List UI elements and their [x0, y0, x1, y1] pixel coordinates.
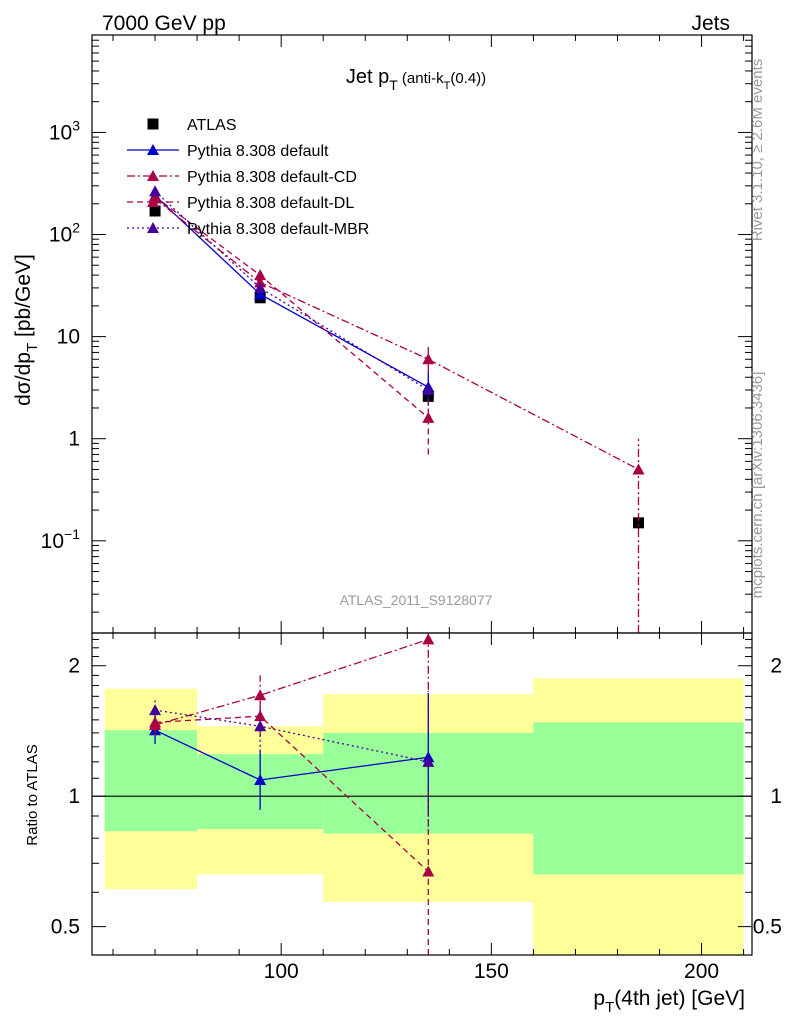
- rivet-label: Rivet 3.1.10, ≥ 2.6M events: [749, 59, 766, 242]
- header-right: Jets: [691, 12, 730, 35]
- ratio-point: [422, 633, 435, 645]
- legend-item-cd: Pythia 8.308 default-CD: [127, 169, 357, 186]
- main-axis-ticks: 10−1 1 10 102 103: [41, 34, 752, 633]
- y-tick-label-right: 2: [770, 655, 782, 678]
- ratio-axis-ticks: 100 150 200 0.5 0.5 1 1 2 2: [51, 633, 782, 983]
- y-tick-label: 1: [68, 428, 80, 451]
- legend-label: ATLAS: [187, 117, 237, 134]
- mcplots-label: mcplots.cern.ch [arXiv:1306.3436]: [749, 372, 766, 599]
- legend-label: Pythia 8.308 default-MBR: [187, 221, 369, 238]
- data-point: [422, 383, 435, 395]
- data-point: [254, 281, 267, 293]
- legend-label: Pythia 8.308 default-CD: [187, 169, 357, 186]
- data-point: [632, 517, 644, 529]
- uncertainty-band-inner: [104, 730, 198, 832]
- ratio-point: [149, 704, 162, 716]
- ratio-point: [254, 689, 267, 701]
- legend-label: Pythia 8.308 default-DL: [187, 195, 354, 212]
- analysis-id: ATLAS_2011_S9128077: [340, 592, 493, 608]
- data-point: [632, 463, 645, 475]
- header-left: 7000 GeV pp: [102, 12, 226, 35]
- ratio-point: [422, 755, 435, 767]
- y-axis-label: dσ/dpT [pb/GeV]: [12, 254, 41, 406]
- y-tick-label: 10: [57, 326, 80, 349]
- data-point: [254, 269, 267, 281]
- uncertainty-band-inner: [533, 722, 744, 875]
- series-line: [154, 198, 639, 471]
- legend-marker: [147, 144, 159, 155]
- legend: ATLAS Pythia 8.308 default Pythia 8.308 de…: [127, 117, 369, 238]
- y-tick-label: 0.5: [51, 916, 80, 939]
- y-tick-label-right: 1: [770, 785, 782, 808]
- y-tick-label: 10−1: [41, 526, 81, 553]
- legend-label: Pythia 8.308 default: [187, 143, 329, 160]
- series-mbr: [149, 185, 435, 406]
- legend-marker: [147, 170, 159, 181]
- legend-marker: [147, 118, 159, 130]
- legend-marker: [147, 222, 159, 233]
- y-tick-label: 1: [68, 785, 80, 808]
- legend-item-mbr: Pythia 8.308 default-MBR: [127, 221, 369, 238]
- x-tick-label: 200: [684, 960, 719, 983]
- legend-item-default: Pythia 8.308 default: [127, 143, 329, 160]
- data-point: [254, 288, 267, 300]
- data-point: [422, 411, 435, 423]
- ratio-series-layer: [149, 633, 435, 955]
- ratio-frame: [91, 632, 753, 956]
- ratio-point: [422, 865, 435, 877]
- y-tick-label: 102: [49, 220, 80, 247]
- legend-item-dl: Pythia 8.308 default-DL: [127, 195, 354, 212]
- ratio-point: [254, 720, 267, 732]
- data-point: [149, 185, 162, 197]
- legend-marker: [147, 196, 159, 207]
- ratio-point: [254, 773, 267, 785]
- legend-item-atlas: ATLAS: [147, 117, 237, 134]
- ratio-panel: [92, 678, 752, 955]
- x-tick-label: 100: [264, 960, 299, 983]
- main-series-layer: [149, 185, 645, 633]
- data-point: [149, 205, 161, 217]
- ratio-y-label: Ratio to ATLAS: [24, 744, 41, 845]
- series-cd: [149, 192, 645, 633]
- ratio-series-mbr: [149, 690, 435, 827]
- plot-title: Jet pT (anti-kT(0.4)): [346, 66, 486, 93]
- x-axis-label: pT(4th jet) [GeV]: [593, 987, 745, 1016]
- y-tick-label-right: 0.5: [753, 916, 782, 939]
- data-point: [422, 353, 435, 365]
- data-point: [254, 276, 267, 288]
- y-tick-label: 103: [49, 117, 80, 144]
- series-atlas: [149, 205, 644, 530]
- y-tick-label: 2: [68, 655, 80, 678]
- x-tick-label: 150: [474, 960, 509, 983]
